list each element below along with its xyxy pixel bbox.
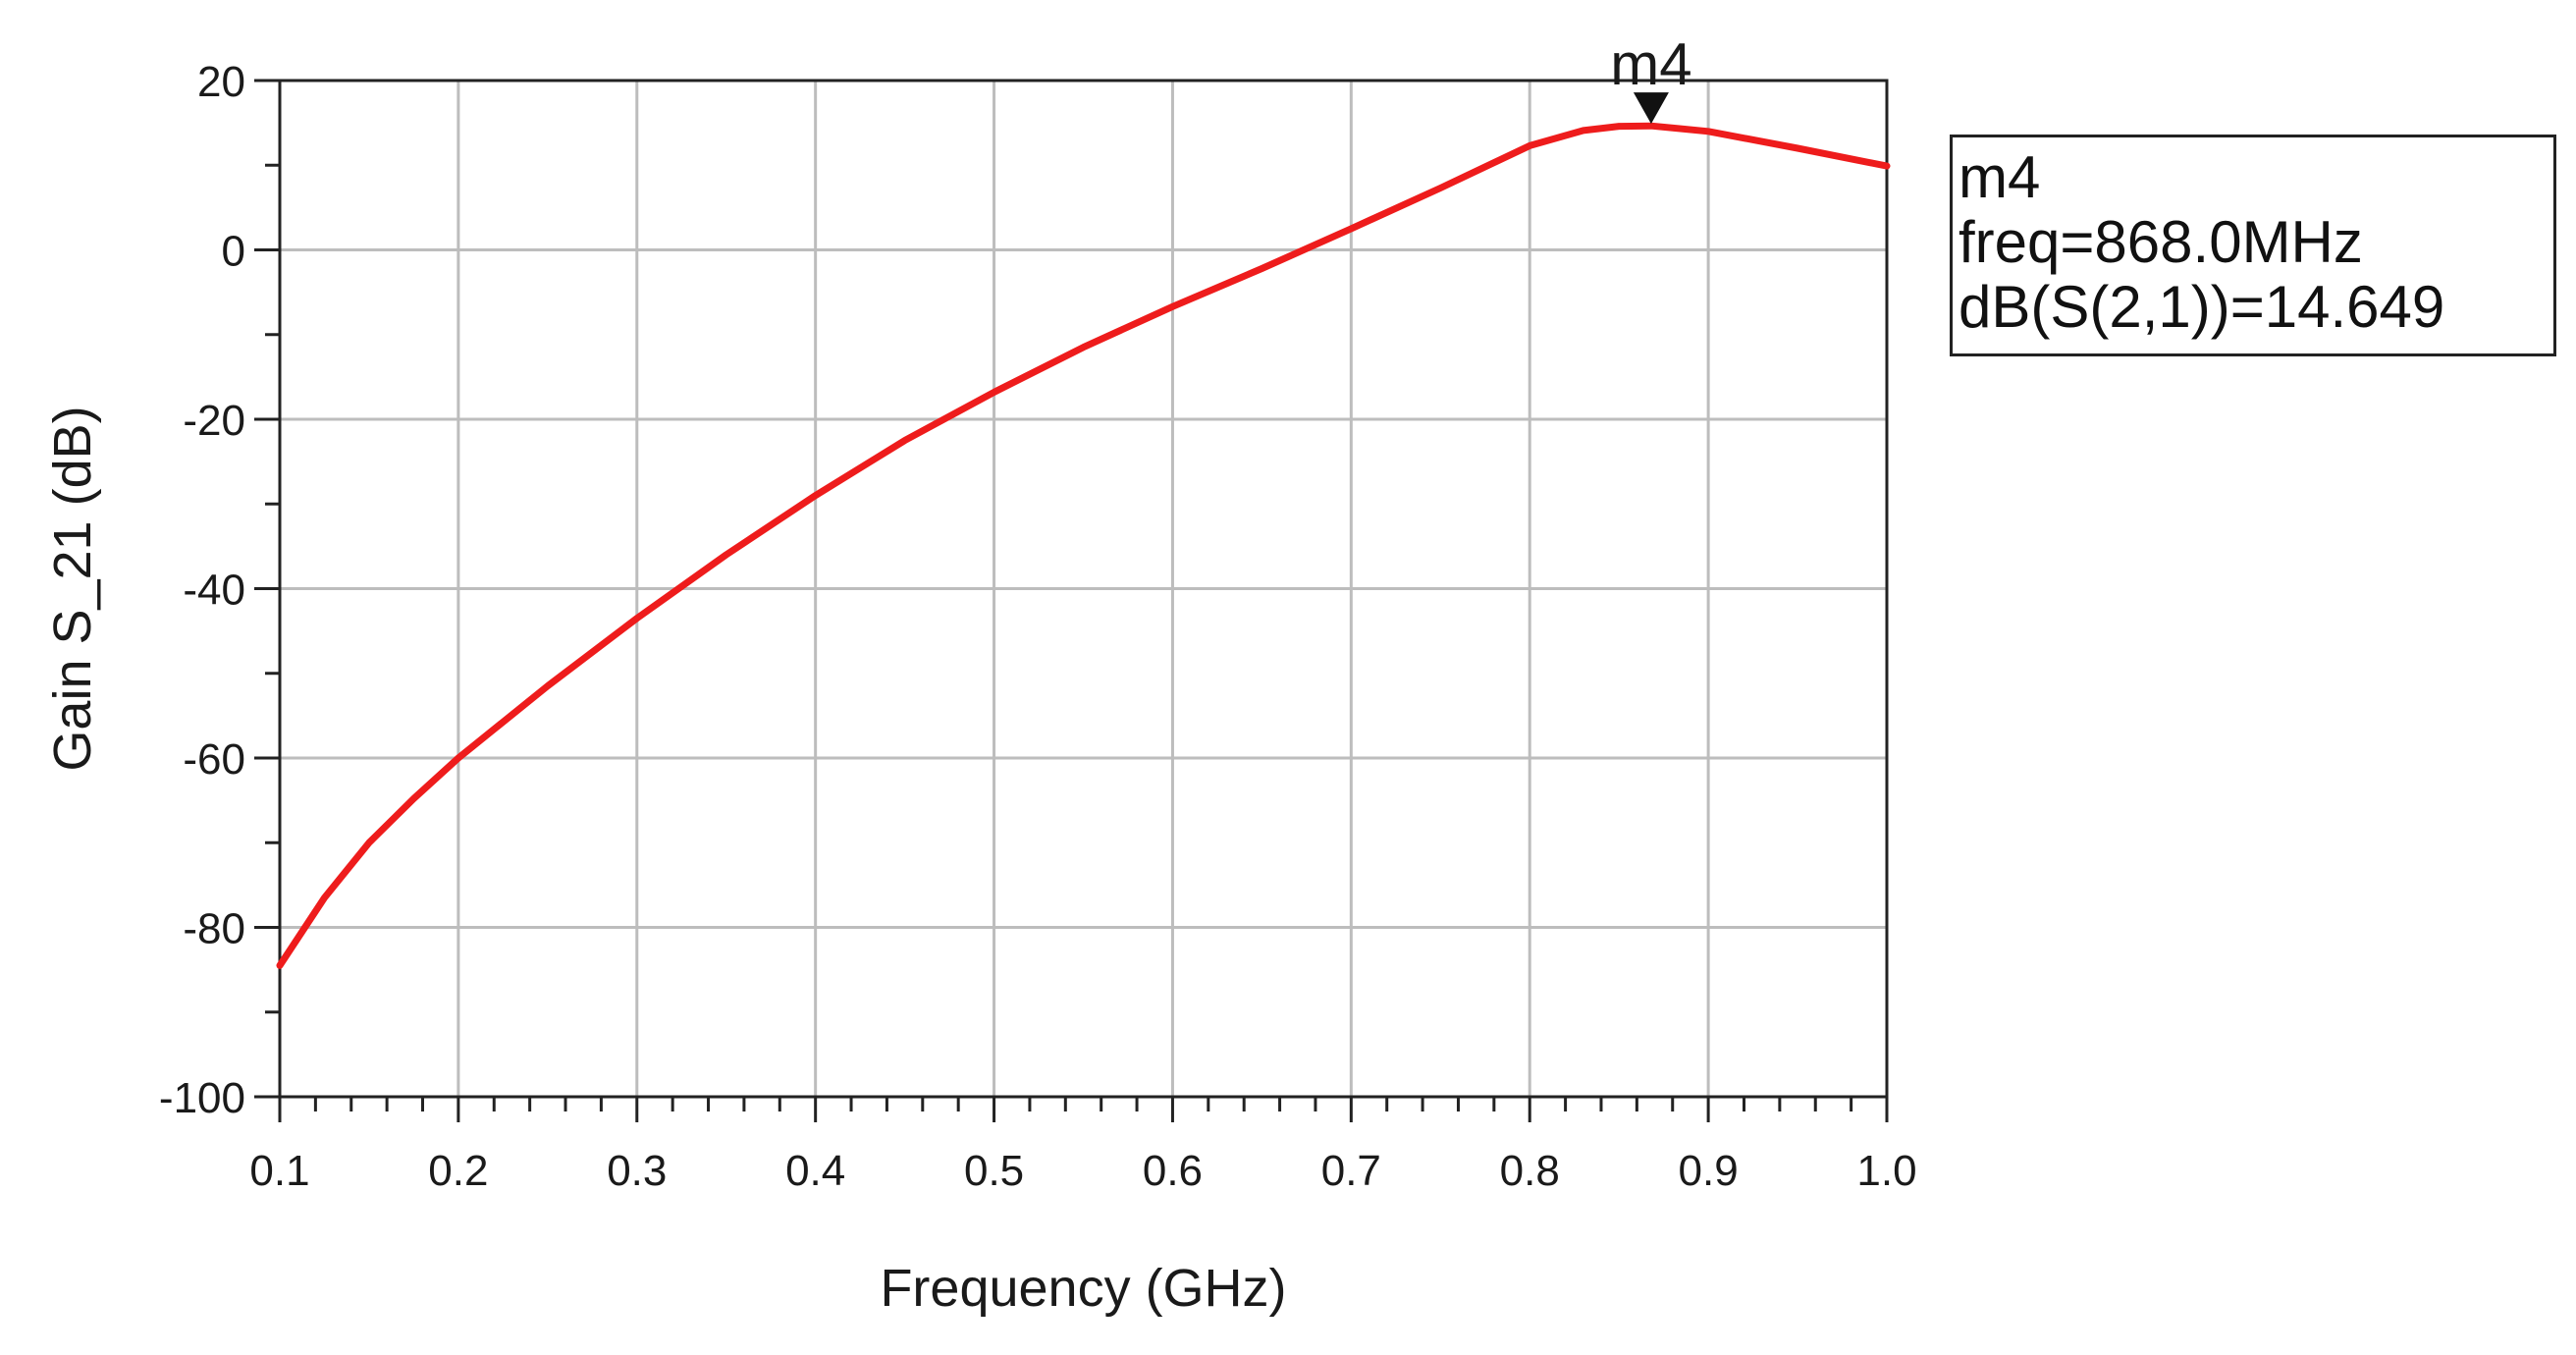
y-tick-labels: 20 0 -20 -40 -60 -80 -100 [159,58,245,1122]
x-tick-label: 0.9 [1679,1147,1739,1195]
gain-series-line [276,122,1891,969]
y-tick-label: 20 [197,58,245,106]
marker-readout-freq: freq=868.0MHz [1959,209,2363,275]
y-axis-title: Gain S_21 (dB) [43,406,102,771]
x-tick-label: 0.5 [964,1147,1024,1195]
marker-triangle-icon [1633,92,1669,125]
y-tick-label: -40 [183,567,245,615]
marker-layer: m4 [1610,31,1692,125]
y-tick-label: -100 [159,1074,245,1122]
x-axis-title: Frequency (GHz) [880,1259,1286,1318]
y-tick-label: -80 [183,905,245,953]
tick-layer [254,79,1889,1122]
y-tick-label: -60 [183,735,245,784]
x-tick-label: 0.4 [785,1147,845,1195]
marker-label: m4 [1610,31,1691,97]
marker-readout-name: m4 [1959,144,2041,210]
marker-readout-value: dB(S(2,1))=14.649 [1959,274,2445,340]
x-tick-labels: 0.1 0.2 0.3 0.4 0.5 0.6 0.7 0.8 0.9 1.0 [249,1147,1916,1195]
x-tick-label: 0.6 [1143,1147,1203,1195]
x-tick-label: 0.2 [428,1147,488,1195]
x-tick-label: 0.3 [607,1147,667,1195]
grid-layer [280,81,1887,1097]
x-tick-label: 0.7 [1321,1147,1381,1195]
x-tick-label: 0.1 [249,1147,309,1195]
x-tick-label: 1.0 [1856,1147,1916,1195]
plot-frame [278,79,1889,1099]
y-tick-label: -20 [183,397,245,445]
y-tick-label: 0 [222,228,245,276]
marker-readout-box: m4 freq=868.0MHz dB(S(2,1))=14.649 [1950,135,2556,356]
x-tick-label: 0.8 [1500,1147,1560,1195]
series-layer [276,122,1891,969]
